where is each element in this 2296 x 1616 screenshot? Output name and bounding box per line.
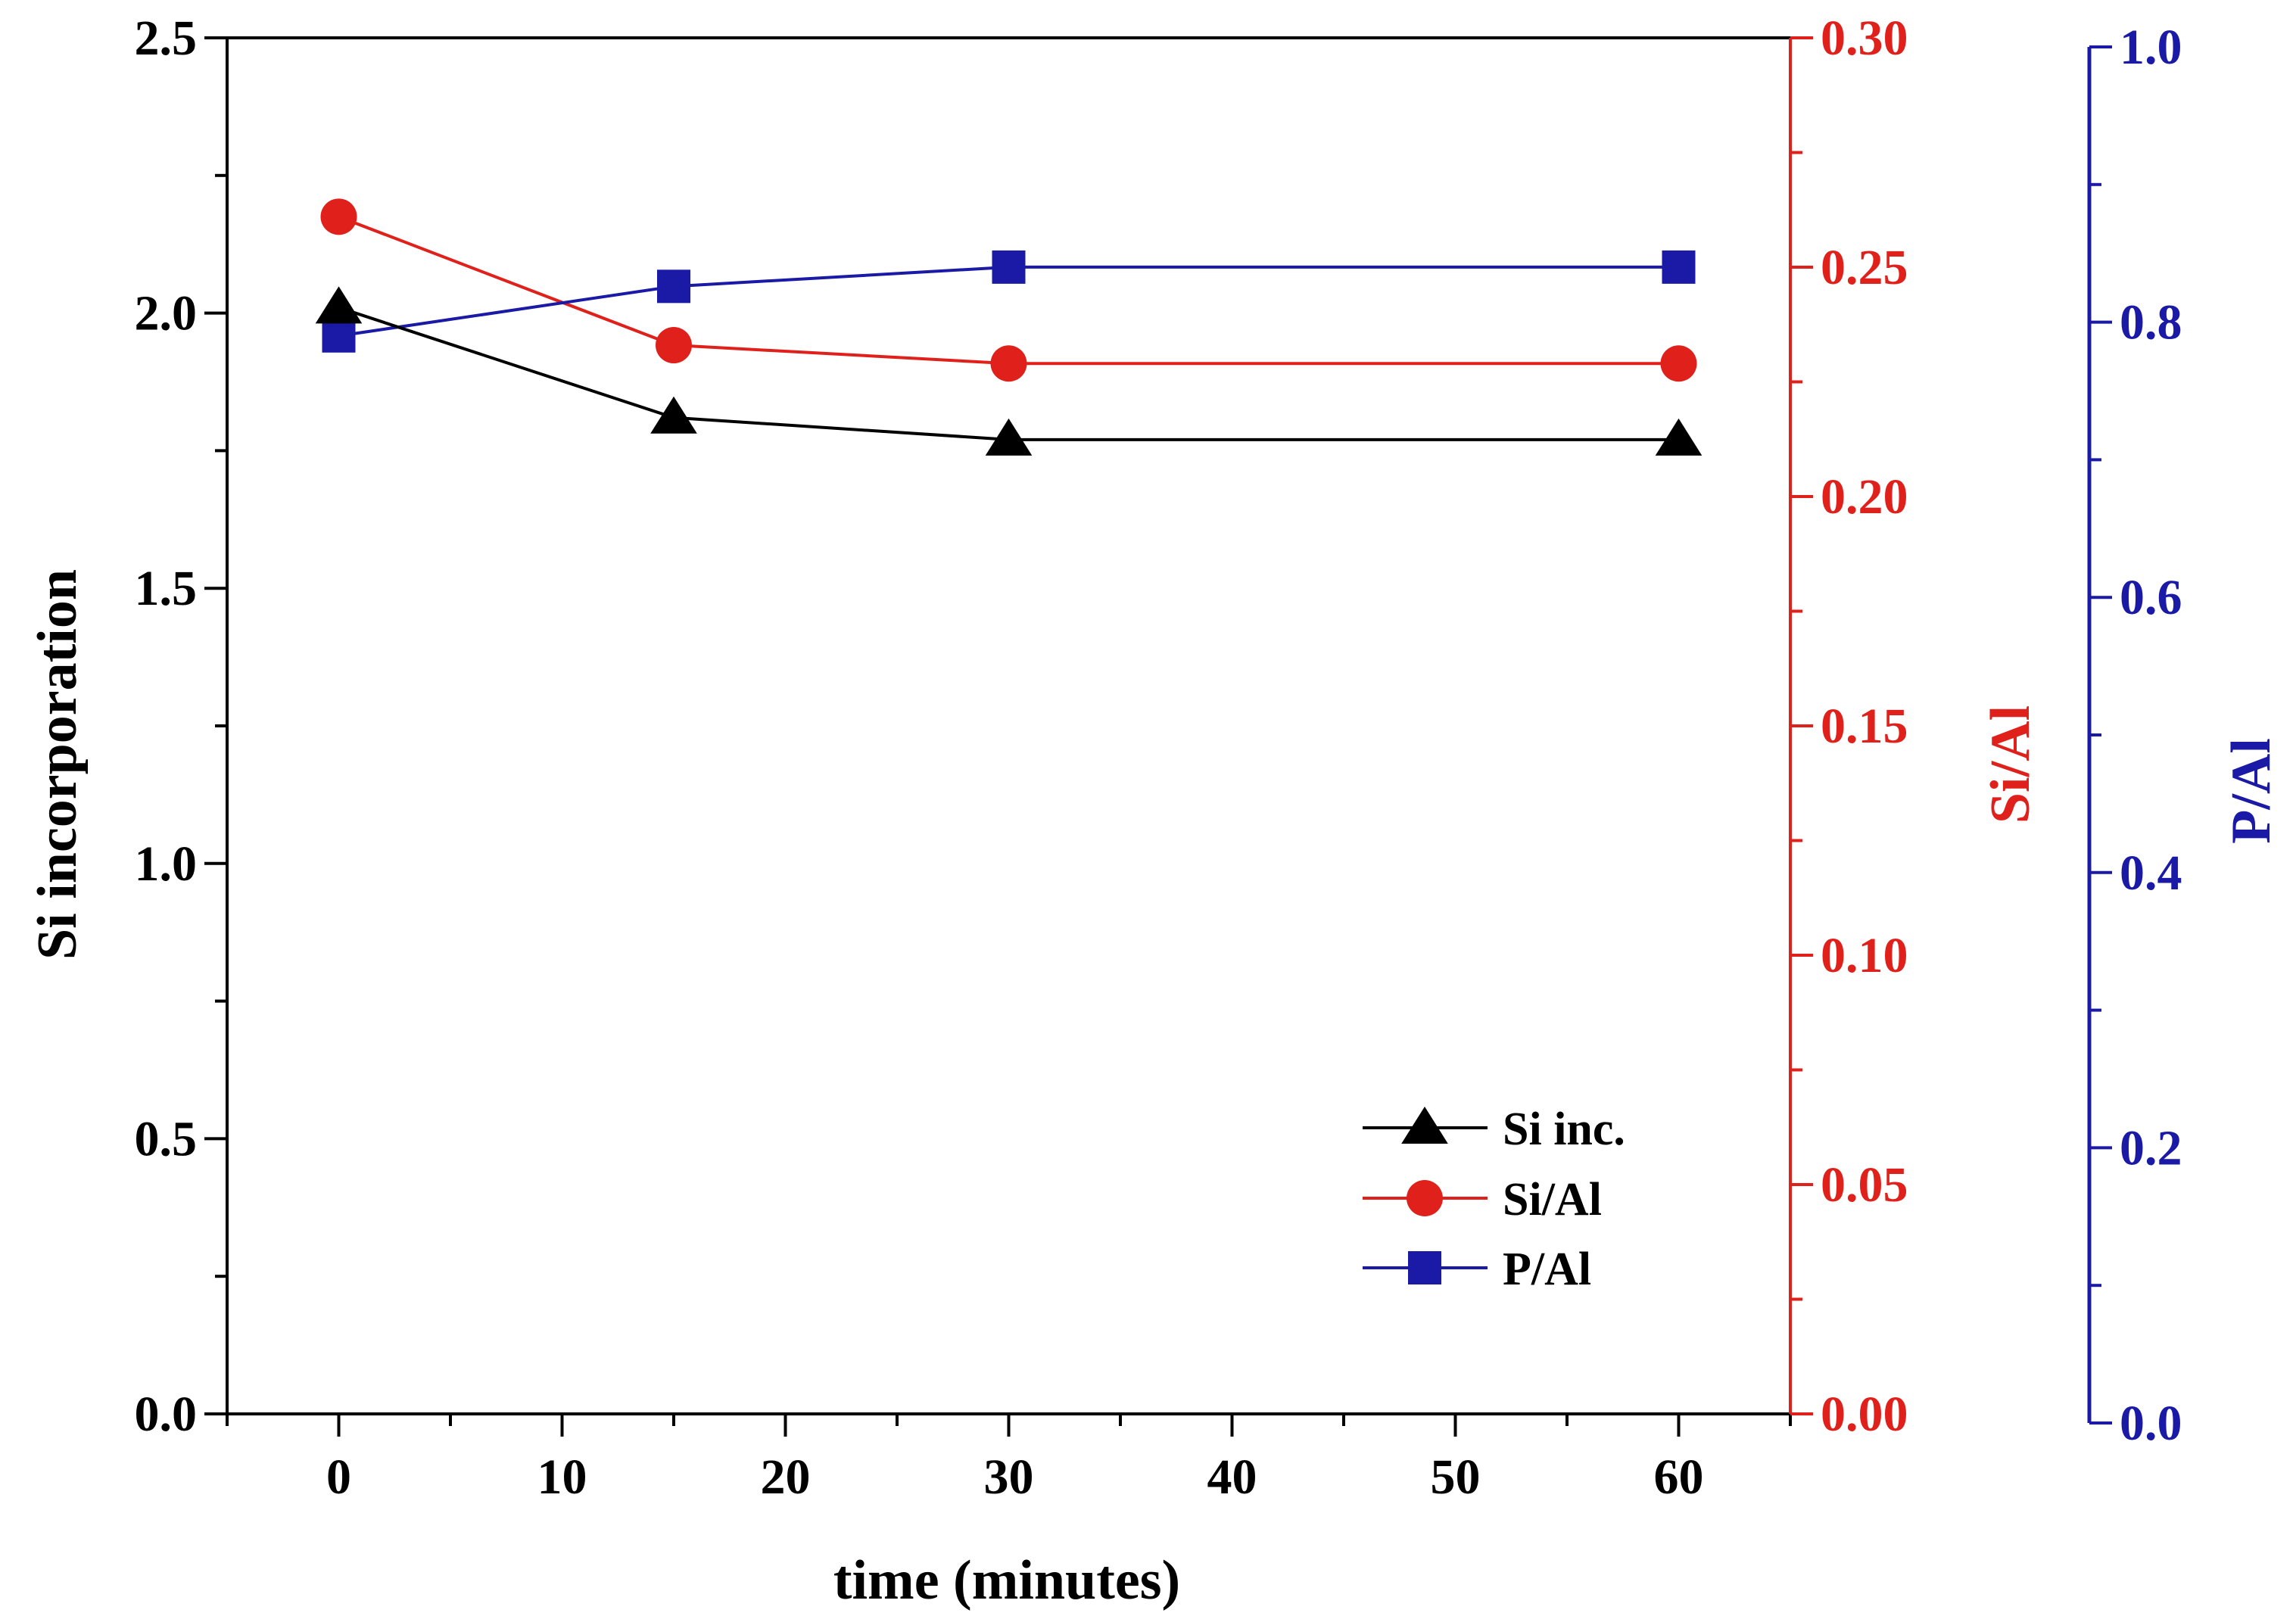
legend-marker [1407, 1180, 1443, 1216]
left-axis-ticks: 0.0 0.5 1.0 1.5 2.0 2.5 [135, 11, 227, 1442]
series-si-inc [315, 286, 1703, 456]
legend-entry-p-al: P/Al [1363, 1244, 1591, 1295]
data-point-si-al [990, 345, 1027, 382]
y-tick-label: 1.5 [135, 561, 198, 616]
series-line-si-al [338, 215, 1679, 366]
series-si-al [320, 198, 1697, 382]
y-tick-label: 0.25 [1821, 240, 1908, 295]
series-line-si-inc [338, 306, 1679, 441]
right-axis-p-al-title: P/Al [2220, 738, 2282, 844]
data-point-si-inc [985, 418, 1033, 456]
series-line-p-al [338, 265, 1679, 338]
right-axis-si-al-title: Si/Al [1980, 705, 2042, 824]
legend-marker [1401, 1107, 1448, 1144]
x-ticks: 0 10 20 30 40 50 60 [226, 1414, 1792, 1505]
y-tick-label: 0.6 [2120, 570, 2182, 625]
y-tick-label: 0.2 [2120, 1120, 2182, 1175]
data-point-si-al [656, 327, 692, 364]
legend-marker [1408, 1251, 1441, 1284]
y-tick-label: 2.0 [135, 286, 198, 341]
legend-label: Si/Al [1503, 1174, 1602, 1225]
x-tick-label: 60 [1654, 1449, 1704, 1505]
right-axis-p-al-ticks: 0.0 0.2 0.4 0.6 0.8 1.0 [2089, 20, 2182, 1451]
data-point-si-al [320, 198, 357, 235]
y-tick-label: 0.0 [135, 1387, 198, 1442]
y-tick-label: 0.5 [135, 1111, 198, 1166]
x-tick-label: 30 [984, 1449, 1034, 1505]
plot-frame [226, 36, 2092, 1423]
y-tick-label: 0.20 [1821, 469, 1908, 525]
y-tick-label: 0.10 [1821, 928, 1908, 983]
y-tick-label: 0.15 [1821, 699, 1908, 754]
y-tick-label: 1.0 [2120, 20, 2182, 75]
y-tick-label: 1.0 [135, 836, 198, 892]
data-point-p-al [322, 319, 356, 353]
legend-label: P/Al [1503, 1244, 1591, 1295]
y-tick-label: 0.05 [1821, 1157, 1908, 1213]
left-axis-title: Si incorporation [26, 569, 89, 960]
x-tick-label: 40 [1207, 1449, 1257, 1505]
data-point-p-al [1662, 250, 1696, 284]
legend-label: Si inc. [1503, 1104, 1625, 1155]
y-tick-label: 0.30 [1821, 11, 1908, 66]
y-tick-label: 0.00 [1821, 1387, 1908, 1442]
y-tick-label: 0.4 [2120, 845, 2182, 901]
series-p-al [322, 250, 1696, 353]
x-tick-label: 20 [761, 1449, 811, 1505]
series-layer [315, 198, 1703, 456]
data-point-p-al [657, 269, 690, 304]
data-point-p-al [992, 250, 1026, 284]
x-tick-label: 0 [326, 1449, 351, 1505]
y-tick-label: 0.8 [2120, 295, 2182, 350]
legend-entry-si-inc: Si inc. [1363, 1104, 1625, 1155]
x-tick-label: 50 [1431, 1449, 1481, 1505]
data-point-si-inc [315, 286, 363, 324]
y-tick-label: 0.0 [2120, 1396, 2182, 1451]
legend-entry-si-al: Si/Al [1363, 1174, 1602, 1225]
data-point-si-inc [650, 396, 697, 434]
legend: Si inc. Si/Al P/Al [1363, 1104, 1625, 1295]
right-axis-si-al-ticks: 0.00 0.05 0.10 0.15 0.20 0.25 0.30 [1790, 11, 1908, 1442]
x-tick-label: 10 [537, 1449, 587, 1505]
data-point-si-al [1660, 345, 1697, 382]
x-axis-title: time (minutes) [833, 1549, 1180, 1611]
y-tick-label: 2.5 [135, 11, 198, 66]
data-point-si-inc [1655, 418, 1703, 456]
